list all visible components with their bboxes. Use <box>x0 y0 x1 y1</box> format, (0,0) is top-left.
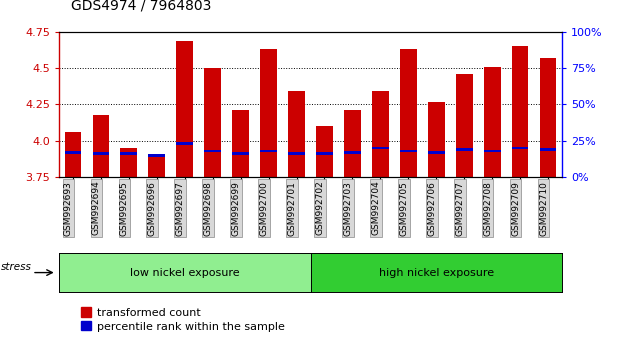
Bar <box>316 153 333 155</box>
Bar <box>484 150 501 152</box>
Bar <box>344 151 361 154</box>
Bar <box>456 148 473 151</box>
Bar <box>148 154 165 156</box>
Bar <box>65 132 81 177</box>
Bar <box>204 68 221 177</box>
Text: GSM992704: GSM992704 <box>371 181 380 235</box>
Text: stress: stress <box>1 262 32 272</box>
Bar <box>204 150 221 152</box>
Text: GSM992701: GSM992701 <box>288 181 297 236</box>
Bar <box>512 147 528 149</box>
Bar <box>232 110 249 177</box>
Bar <box>372 91 389 177</box>
Bar <box>288 153 305 155</box>
Bar <box>120 148 137 177</box>
Bar <box>512 46 528 177</box>
Bar <box>428 102 445 177</box>
Bar <box>288 91 305 177</box>
Legend: transformed count, percentile rank within the sample: transformed count, percentile rank withi… <box>77 303 289 336</box>
Text: GSM992697: GSM992697 <box>176 181 185 236</box>
Text: GDS4974 / 7964803: GDS4974 / 7964803 <box>71 0 212 12</box>
Bar <box>372 147 389 149</box>
Text: GSM992694: GSM992694 <box>92 181 101 235</box>
Text: GSM992709: GSM992709 <box>511 181 520 236</box>
Text: GSM992699: GSM992699 <box>232 181 240 236</box>
Bar <box>260 150 277 152</box>
Text: GSM992706: GSM992706 <box>427 181 436 236</box>
Bar <box>540 58 556 177</box>
Bar <box>93 153 109 155</box>
Text: GSM992707: GSM992707 <box>455 181 464 236</box>
Text: GSM992703: GSM992703 <box>343 181 353 236</box>
Bar <box>148 154 165 177</box>
Bar <box>176 41 193 177</box>
Text: GSM992702: GSM992702 <box>315 181 324 235</box>
Text: GSM992696: GSM992696 <box>148 181 156 236</box>
Bar <box>344 110 361 177</box>
Bar <box>65 151 81 154</box>
Text: GSM992705: GSM992705 <box>399 181 409 236</box>
Bar <box>540 148 556 151</box>
Bar <box>232 153 249 155</box>
Bar <box>400 150 417 152</box>
Bar <box>260 49 277 177</box>
Text: GSM992698: GSM992698 <box>204 181 212 236</box>
Text: GSM992693: GSM992693 <box>64 181 73 236</box>
Bar <box>400 49 417 177</box>
Bar <box>176 142 193 145</box>
Bar <box>93 115 109 177</box>
Text: GSM992710: GSM992710 <box>539 181 548 236</box>
Text: GSM992708: GSM992708 <box>483 181 492 236</box>
Bar <box>456 74 473 177</box>
Text: low nickel exposure: low nickel exposure <box>130 268 240 278</box>
Bar <box>428 151 445 154</box>
Bar <box>120 153 137 155</box>
Text: GSM992695: GSM992695 <box>120 181 129 236</box>
Bar <box>316 126 333 177</box>
Text: GSM992700: GSM992700 <box>260 181 268 236</box>
Bar <box>484 67 501 177</box>
Text: high nickel exposure: high nickel exposure <box>379 268 494 278</box>
